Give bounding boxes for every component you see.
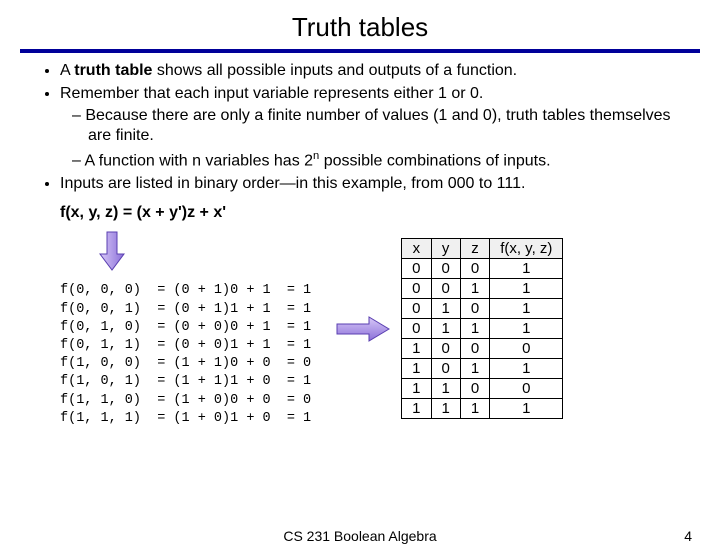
bullet-1-post: shows all possible inputs and outputs of…	[152, 62, 517, 79]
title-rule	[20, 49, 700, 53]
table-cell: 1	[490, 319, 563, 339]
content-row: f(x, y, z) = (x + y')z + x' f(0, 0, 0) =…	[60, 204, 690, 428]
bullet-1-bold: truth table	[74, 62, 152, 79]
table-cell: 0	[431, 259, 460, 279]
table-cell: 1	[460, 359, 489, 379]
table-row: 1111	[402, 399, 563, 419]
table-cell: 1	[490, 399, 563, 419]
bullet-2b-post: possible combinations of inputs.	[319, 152, 550, 169]
table-row: 0111	[402, 319, 563, 339]
table-cell: 1	[490, 279, 563, 299]
bullet-3: Inputs are listed in binary order—in thi…	[60, 174, 688, 194]
truth-table-header-cell: z	[460, 239, 489, 259]
table-cell: 0	[460, 299, 489, 319]
bullet-2-text: Remember that each input variable repres…	[60, 85, 483, 102]
truth-table: xyzf(x, y, z) 00010011010101111000101111…	[401, 238, 563, 419]
table-cell: 1	[402, 359, 431, 379]
truth-table-header-row: xyzf(x, y, z)	[402, 239, 563, 259]
table-cell: 0	[431, 359, 460, 379]
table-cell: 0	[460, 379, 489, 399]
table-cell: 1	[431, 379, 460, 399]
right-column: xyzf(x, y, z) 00010011010101111000101111…	[335, 238, 563, 419]
page-number: 4	[684, 528, 692, 544]
table-cell: 0	[402, 259, 431, 279]
table-cell: 1	[490, 259, 563, 279]
slide: Truth tables A truth table shows all pos…	[0, 0, 720, 540]
table-cell: 0	[460, 259, 489, 279]
table-row: 1000	[402, 339, 563, 359]
arrow-right-icon	[335, 314, 391, 344]
table-cell: 1	[460, 399, 489, 419]
table-row: 1011	[402, 359, 563, 379]
table-cell: 0	[490, 379, 563, 399]
table-cell: 0	[402, 299, 431, 319]
table-cell: 1	[402, 399, 431, 419]
bullet-2a: Because there are only a finite number o…	[88, 106, 688, 146]
truth-table-header-cell: y	[431, 239, 460, 259]
table-cell: 0	[402, 319, 431, 339]
table-cell: 0	[431, 339, 460, 359]
table-cell: 0	[431, 279, 460, 299]
table-row: 0001	[402, 259, 563, 279]
table-cell: 1	[402, 379, 431, 399]
table-cell: 1	[402, 339, 431, 359]
formula: f(x, y, z) = (x + y')z + x'	[60, 204, 311, 222]
bullet-1-pre: A	[60, 62, 74, 79]
arrow-down-icon	[98, 230, 311, 272]
bullet-2b-pre: A function with n variables has 2	[84, 152, 313, 169]
evaluations: f(0, 0, 0) = (0 + 1)0 + 1 = 1 f(0, 0, 1)…	[60, 282, 311, 428]
table-cell: 1	[460, 279, 489, 299]
table-cell: 0	[402, 279, 431, 299]
left-column: f(x, y, z) = (x + y')z + x' f(0, 0, 0) =…	[60, 204, 311, 428]
table-cell: 1	[490, 359, 563, 379]
table-cell: 1	[431, 319, 460, 339]
truth-table-header-cell: x	[402, 239, 431, 259]
bullet-list: A truth table shows all possible inputs …	[40, 61, 688, 194]
table-cell: 0	[490, 339, 563, 359]
table-cell: 1	[431, 299, 460, 319]
table-cell: 0	[460, 339, 489, 359]
footer-center: CS 231 Boolean Algebra	[283, 528, 436, 544]
table-row: 0101	[402, 299, 563, 319]
truth-table-header-cell: f(x, y, z)	[490, 239, 563, 259]
table-row: 1100	[402, 379, 563, 399]
bullet-1: A truth table shows all possible inputs …	[60, 61, 688, 81]
table-row: 0011	[402, 279, 563, 299]
table-cell: 1	[460, 319, 489, 339]
truth-table-body: 00010011010101111000101111001111	[402, 259, 563, 419]
slide-title: Truth tables	[0, 0, 720, 49]
table-cell: 1	[490, 299, 563, 319]
table-cell: 1	[431, 399, 460, 419]
bullet-2b: A function with n variables has 2n possi…	[88, 149, 688, 171]
bullet-2: Remember that each input variable repres…	[60, 84, 688, 171]
